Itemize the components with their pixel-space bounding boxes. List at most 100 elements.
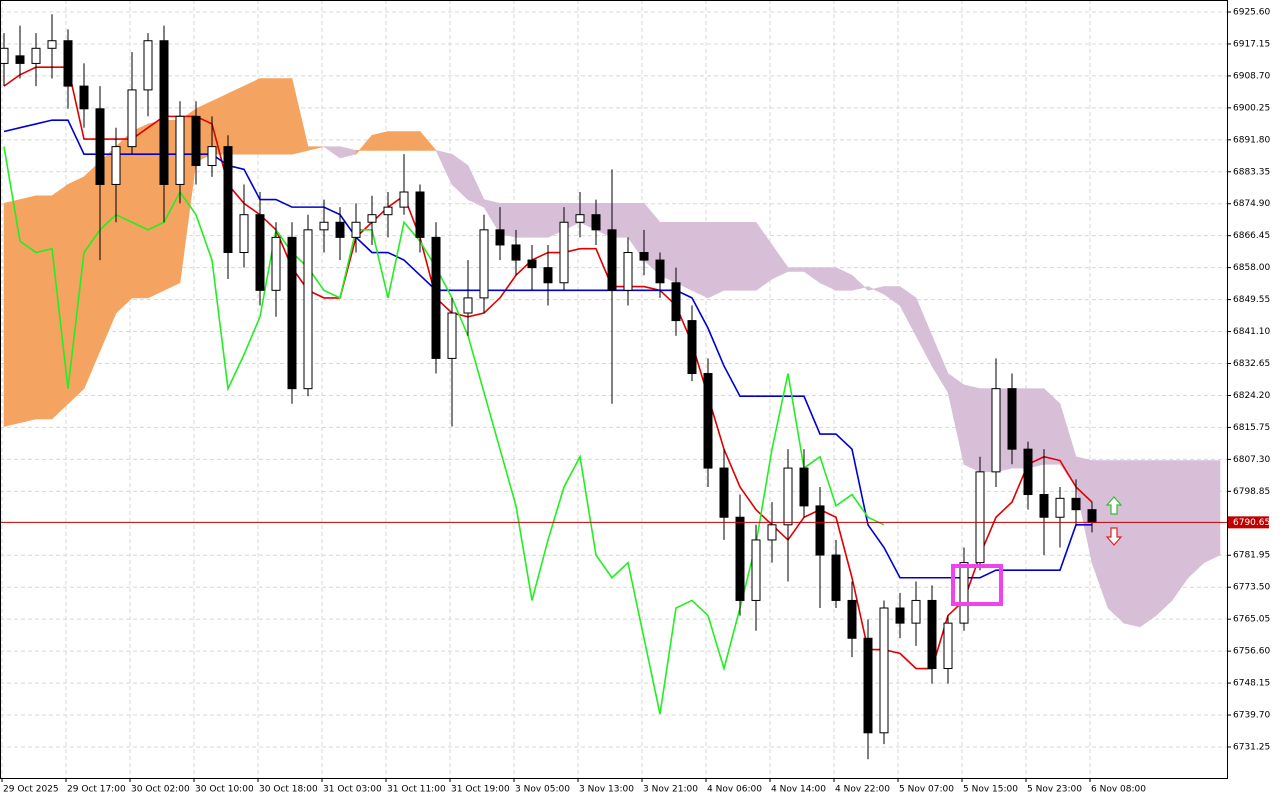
candle-body: [895, 607, 905, 624]
candle-body: [975, 471, 985, 564]
cloud-segment: [307, 146, 325, 151]
plot-frame: [0, 0, 1228, 779]
candle-body: [575, 214, 585, 223]
candle-body: [719, 467, 729, 518]
candle-body: [127, 89, 137, 148]
candle-body: [607, 229, 617, 291]
x-tick-label: 5 Nov 15:00: [963, 785, 1018, 795]
candle-body: [47, 40, 57, 49]
buy-arrow: [1105, 496, 1123, 515]
y-tick-label: 6739.70: [1233, 711, 1270, 721]
candle-body: [959, 562, 969, 624]
candle-body: [815, 505, 825, 556]
candle-body: [1023, 448, 1033, 496]
candle-body: [159, 40, 169, 185]
highlight-box: [951, 564, 1003, 606]
candle-body: [703, 373, 713, 469]
cloud-segment: [531, 203, 549, 238]
cloud-segment: [275, 78, 293, 155]
candle-body: [175, 115, 185, 185]
candle-body: [767, 524, 777, 541]
cloud-segment: [1171, 460, 1189, 602]
candle-body: [479, 229, 489, 299]
candle-body: [95, 108, 105, 185]
cloud-segment: [1139, 460, 1157, 628]
y-tick-label: 6824.20: [1233, 391, 1270, 401]
y-tick-label: 6832.65: [1233, 359, 1270, 369]
cloud-segment: [3, 199, 21, 427]
candle-body: [223, 146, 233, 254]
y-tick-label: 6815.75: [1233, 423, 1270, 433]
candle-body: [671, 282, 681, 322]
candle-body: [111, 146, 121, 185]
candle-body: [687, 320, 697, 375]
indicator-line: [3, 146, 885, 715]
candle-body: [495, 229, 505, 246]
candle-body: [335, 221, 345, 238]
y-tick-label: 6917.15: [1233, 39, 1270, 49]
cloud-segment: [707, 221, 725, 299]
candle-body: [239, 214, 249, 254]
y-tick-label: 6908.70: [1233, 71, 1270, 81]
candle-body: [1039, 494, 1049, 518]
candle-body: [351, 221, 361, 238]
cloud-segment: [419, 130, 437, 151]
candle-body: [1087, 509, 1097, 523]
x-tick-label: 5 Nov 07:00: [899, 785, 954, 795]
candle-body: [623, 252, 633, 291]
candle-body: [447, 312, 457, 359]
candle-body: [927, 599, 937, 670]
candle-body: [751, 539, 761, 601]
candle-body: [63, 40, 73, 87]
y-tick-label: 6731.25: [1233, 742, 1270, 752]
x-tick-label: 30 Oct 02:00: [131, 785, 190, 795]
x-tick-label: 31 Oct 19:00: [451, 785, 510, 795]
cloud-segment: [35, 195, 53, 420]
y-tick-label: 6781.95: [1233, 551, 1270, 561]
candle-body: [543, 267, 553, 284]
x-tick-label: 3 Nov 05:00: [515, 785, 570, 795]
candle-body: [831, 554, 841, 601]
candle-body: [191, 115, 201, 167]
cloud-segment: [83, 161, 101, 389]
candle-body: [879, 607, 889, 734]
x-tick-label: 29 Oct 17:00: [67, 785, 126, 795]
y-tick-label: 6798.85: [1233, 487, 1270, 497]
cloud-segment: [403, 131, 421, 151]
candle-body: [415, 191, 425, 238]
candle-body: [287, 236, 297, 390]
y-tick-label: 6849.55: [1233, 295, 1270, 305]
cloud-segment: [739, 221, 757, 291]
x-tick-label: 4 Nov 22:00: [835, 785, 890, 795]
cloud-segment: [19, 195, 37, 424]
candle-body: [1055, 497, 1065, 518]
candle-body: [399, 191, 409, 208]
candle-body: [383, 206, 393, 216]
sell-arrow: [1105, 527, 1123, 546]
last-price-box: [1228, 516, 1269, 529]
y-tick-label: 6900.25: [1233, 103, 1270, 113]
cloud-segment: [211, 93, 229, 155]
x-tick-label: 31 Oct 11:00: [387, 785, 446, 795]
candle-body: [207, 146, 217, 167]
cloud-segment: [515, 203, 533, 238]
y-tick-label: 6925.60: [1233, 7, 1270, 17]
x-tick-label: 31 Oct 03:00: [323, 785, 382, 795]
axes: 6925.60 6917.15 6908.70 6900.25 6891.80 6883.…: [1, 7, 1270, 795]
y-tick-label: 6883.35: [1233, 167, 1270, 177]
x-tick-label: 3 Nov 13:00: [579, 785, 634, 795]
x-tick-label: 4 Nov 06:00: [707, 785, 762, 795]
candle-body: [911, 599, 921, 624]
cloud-segment: [1187, 460, 1205, 579]
x-tick-label: 4 Nov 14:00: [771, 785, 826, 795]
x-tick-label: 29 Oct 2025: [3, 785, 59, 795]
cloud-segment: [387, 131, 405, 151]
cloud-segment: [787, 267, 805, 272]
y-tick-label: 6874.90: [1233, 199, 1270, 209]
candle-body: [655, 259, 665, 284]
y-tick-label: 6773.50: [1233, 583, 1270, 593]
x-tick-label: 30 Oct 10:00: [195, 785, 254, 795]
candle-body: [255, 214, 265, 291]
candle-body: [319, 221, 329, 231]
